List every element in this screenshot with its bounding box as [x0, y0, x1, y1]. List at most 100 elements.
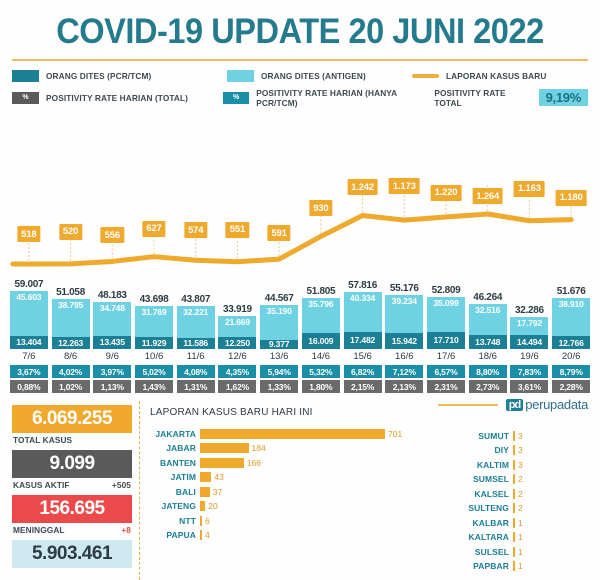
province-side-row: KALSEL 2	[455, 487, 523, 500]
province-value: 1	[518, 546, 523, 557]
province-bar	[513, 445, 515, 455]
legend-label-pos-total: POSITIVITY RATE HARIAN (TOTAL)	[46, 92, 189, 103]
percent-cell: 7,83%	[510, 365, 549, 378]
province-bar	[200, 472, 212, 482]
province-bar	[200, 443, 249, 453]
province-bar	[200, 515, 202, 526]
province-bar	[200, 501, 206, 511]
bar-segment-pcr: 17.482	[343, 331, 382, 349]
bar-column: 33.919 21.669 12.250	[218, 304, 257, 349]
percent-cell: 8,80%	[468, 365, 507, 378]
line-series	[10, 184, 574, 267]
bar-total-label: 43.807	[181, 293, 211, 305]
legend-swatch-pos-pcr-icon: %	[223, 91, 250, 104]
stat-value: 6.069.255	[12, 405, 132, 433]
bar-segment-antigen: 38.795	[51, 298, 90, 337]
line-point-label: 551	[225, 221, 250, 238]
province-value: 184	[251, 443, 266, 453]
province-row: NTT 6	[150, 514, 450, 527]
province-name: JAKARTA	[155, 428, 196, 439]
province-bar	[200, 530, 202, 540]
percent-cell: 4,08%	[176, 365, 215, 378]
brand: pd perupadata	[437, 397, 588, 412]
daily-report-title: LAPORAN KASUS BARU HARI INI	[150, 407, 313, 418]
line-point-label: 1.220	[430, 184, 462, 201]
percent-cell: 2,28%	[552, 380, 591, 393]
date-label: 15/6	[353, 351, 372, 362]
province-bar	[513, 459, 515, 470]
bar-column: 46.264 32.516 13.748	[468, 292, 507, 349]
stat-label: MENINGGAL	[13, 525, 65, 535]
bar-segment-pcr: 13.404	[9, 335, 48, 349]
date-label: 11/6	[186, 351, 205, 362]
legend-item-pcr: ORANG DITES (PCR/TCM)	[12, 69, 227, 82]
province-side-row: SULTENG 2	[455, 502, 523, 515]
perupadata-logo-icon: pd	[505, 398, 524, 411]
date-label: 18/6	[478, 351, 497, 362]
bar-column: 51.058 38.795 12.263	[51, 287, 90, 349]
stat-caption: MENINGGAL +8	[12, 523, 132, 540]
key-stats: 6.069.255 TOTAL KASUS 9.099 KASUS AKTIF +505…	[12, 405, 132, 568]
percent-cell: 2,15%	[343, 380, 382, 393]
province-bar	[513, 561, 515, 571]
province-bar	[200, 457, 244, 468]
line-point-label: 520	[58, 223, 83, 240]
date-label: 9/6	[105, 351, 119, 362]
bar-segment-pcr: 11.929	[135, 337, 173, 349]
percent-cell: 1,31%	[176, 380, 215, 393]
province-value: 1	[518, 532, 523, 542]
line-point-label: 518	[17, 226, 41, 242]
page-title: COVID-19 UPDATE 20 JUNI 2022	[56, 12, 544, 51]
province-value: 4	[205, 530, 210, 540]
percent-cell: 6,57%	[427, 365, 465, 378]
bar-total-label: 51.805	[306, 286, 336, 298]
date-label: 12/6	[228, 351, 247, 362]
section-divider	[139, 401, 140, 580]
province-name: BANTEN	[159, 457, 196, 468]
bar-segment-pcr: 13.748	[468, 335, 507, 349]
date-label: 8/6	[63, 351, 78, 362]
summary-section: pd perupadata 6.069.255 TOTAL KASUS 9.099 K…	[10, 397, 590, 580]
province-row: JAKARTA 701	[150, 427, 450, 440]
province-value: 3	[518, 459, 523, 470]
bar-total-label: 52.809	[431, 285, 461, 297]
line-point-label: 591	[267, 225, 291, 242]
bar-segment-pcr: 15.942	[385, 333, 424, 349]
province-value: 6	[205, 515, 210, 526]
line-point-label: 1.163	[514, 180, 545, 197]
province-value: 3	[518, 445, 523, 455]
bar-total-label: 32.286	[515, 305, 544, 317]
province-bar	[200, 428, 385, 439]
bar-total-label: 59.007	[14, 279, 44, 290]
province-side-row: SUMUT 3	[455, 429, 523, 442]
province-name: SULTENG	[468, 503, 509, 513]
line-point-label: 1.264	[472, 188, 504, 204]
bar-segment-antigen: 40.334	[343, 292, 382, 332]
bar-segment-antigen: 45.603	[9, 291, 48, 336]
stat-caption: KASUS AKTIF +505	[12, 478, 132, 495]
province-name: BALI	[175, 486, 196, 497]
bar-segment-pcr: 12.250	[218, 336, 257, 349]
province-name: PAPBAR	[473, 561, 509, 571]
percent-cell: 6,82%	[343, 365, 382, 378]
bar-column: 57.816 40.334 17.482	[343, 280, 382, 349]
bar-segment-pcr: 12.263	[51, 336, 90, 349]
stat-block: 5.903.461	[12, 540, 132, 568]
province-name: KALTARA	[468, 532, 509, 542]
province-value: 20	[208, 501, 218, 511]
bar-segment-antigen: 17.792	[510, 317, 549, 335]
legend-label-line: LAPORAN KASUS BARU	[446, 70, 547, 81]
stat-block: 9.099 KASUS AKTIF +505	[12, 450, 132, 495]
date-axis: 7/6 8/6 9/6 10/6 11/6 12/6 13/6 14/6 15/6 16/6 17/…	[8, 349, 592, 365]
stat-block: 156.695 MENINGGAL +8	[12, 495, 132, 540]
stat-caption: TOTAL KASUS	[12, 433, 132, 450]
legend-item-line: LAPORAN KASUS BARU	[412, 70, 546, 82]
province-row: BANTEN 166	[150, 456, 450, 469]
percent-cell: 1,33%	[260, 380, 299, 393]
positivity-rate-total-row: 3,67% 4,02% 3,97% 5,02% 4,08% 4,35% 5,94% 5,32%…	[8, 365, 592, 380]
date-label: 14/6	[311, 351, 331, 362]
date-label: 17/6	[436, 351, 456, 362]
bar-segment-pcr: 17.710	[427, 331, 465, 349]
legend-item-pos-pcr: % POSITIVITY RATE HARIAN (HANYA PCR/TCM)	[223, 88, 434, 108]
